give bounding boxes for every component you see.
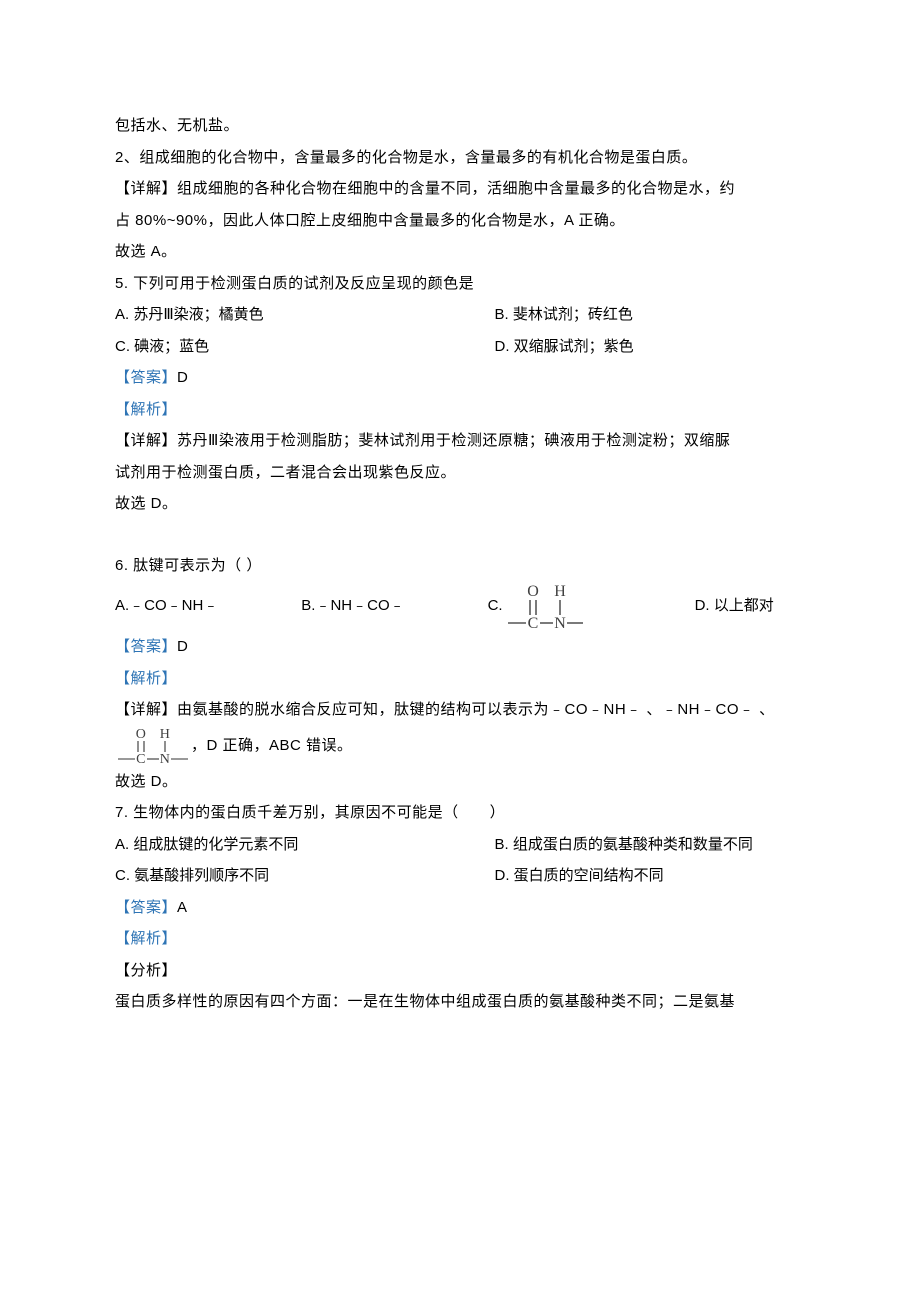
- analysis-label: 【解析】: [115, 401, 177, 418]
- q6-detail-line1: 【详解】由氨基酸的脱水缩合反应可知，肽键的结构可以表示为﹣CO﹣NH﹣ 、﹣NH…: [115, 694, 805, 726]
- q5-detail2: 试剂用于检测蛋白质，二者混合会出现紫色反应。: [115, 457, 805, 489]
- q5-stem: 5. 下列可用于检测蛋白质的试剂及反应呈现的颜色是: [115, 268, 805, 300]
- q6-detail-line2: O H C N ，D 正确，ABC 错误。: [115, 726, 805, 766]
- q7-opt-b: B. 组成蛋白质的氨基酸种类和数量不同: [495, 829, 806, 861]
- q7-detail1: 蛋白质多样性的原因有四个方面：一是在生物体中组成蛋白质的氨基酸种类不同；二是氨基: [115, 986, 805, 1018]
- q6-detail-suffix: ，D 正确，ABC 错误。: [191, 730, 353, 762]
- svg-text:N: N: [160, 752, 171, 766]
- svg-text:O: O: [136, 727, 147, 742]
- q7-opt-d: D. 蛋白质的空间结构不同: [495, 860, 806, 892]
- q5-options-row2: C. 碘液；蓝色 D. 双缩脲试剂；紫色: [115, 331, 805, 363]
- answer-label: 【答案】: [115, 369, 177, 386]
- q5-answer-value: D: [177, 369, 188, 386]
- q6-analysis: 【解析】: [115, 663, 805, 695]
- q5-answer: 【答案】D: [115, 362, 805, 394]
- q4-conclusion: 故选 A。: [115, 236, 805, 268]
- q7-options-row2: C. 氨基酸排列顺序不同 D. 蛋白质的空间结构不同: [115, 860, 805, 892]
- q6-answer: 【答案】D: [115, 631, 805, 663]
- q5-opt-b: B. 斐林试剂；砖红色: [495, 299, 806, 331]
- peptide-structure-small-icon: O H C N: [115, 726, 191, 766]
- analysis-label: 【解析】: [115, 930, 177, 947]
- q4-detail-line1: 【详解】组成细胞的各种化合物在细胞中的含量不同，活细胞中含量最多的化合物是水，约: [115, 173, 805, 205]
- svg-text:N: N: [554, 615, 566, 631]
- q7-answer-value: A: [177, 899, 188, 916]
- analysis-label: 【解析】: [115, 670, 177, 687]
- spacer: [115, 520, 805, 550]
- answer-label: 【答案】: [115, 638, 177, 655]
- peptide-structure-icon: O H C N: [503, 581, 585, 631]
- q6-opt-b: B.﹣NH﹣CO﹣: [301, 590, 487, 622]
- q6-options-row: A.﹣CO﹣NH﹣ B.﹣NH﹣CO﹣ C. O H C N D. 以上都对: [115, 581, 805, 631]
- q6-opt-d: D. 以上都对: [695, 590, 805, 622]
- q5-opt-a: A. 苏丹Ⅲ染液；橘黄色: [115, 299, 495, 331]
- q5-conclusion: 故选 D。: [115, 488, 805, 520]
- q7-fenxi: 【分析】: [115, 955, 805, 987]
- q7-stem: 7. 生物体内的蛋白质千差万别，其原因不可能是（ ）: [115, 797, 805, 829]
- q6-answer-value: D: [177, 638, 188, 655]
- q7-analysis: 【解析】: [115, 923, 805, 955]
- q4-cont-line2: 2、组成细胞的化合物中，含量最多的化合物是水，含量最多的有机化合物是蛋白质。: [115, 142, 805, 174]
- q5-opt-c: C. 碘液；蓝色: [115, 331, 495, 363]
- svg-text:C: C: [136, 752, 146, 766]
- q7-opt-a: A. 组成肽键的化学元素不同: [115, 829, 495, 861]
- svg-text:H: H: [160, 727, 171, 742]
- q6-opt-c-prefix: C.: [488, 590, 503, 622]
- answer-label: 【答案】: [115, 899, 177, 916]
- q5-analysis: 【解析】: [115, 394, 805, 426]
- q5-detail1: 【详解】苏丹Ⅲ染液用于检测脂肪；斐林试剂用于检测还原糖；碘液用于检测淀粉；双缩脲: [115, 425, 805, 457]
- q6-opt-c: C. O H C N: [488, 581, 695, 631]
- svg-text:O: O: [527, 583, 539, 600]
- q7-opt-c: C. 氨基酸排列顺序不同: [115, 860, 495, 892]
- q4-detail-line2: 占 80%~90%，因此人体口腔上皮细胞中含量最多的化合物是水，A 正确。: [115, 205, 805, 237]
- q7-options-row1: A. 组成肽键的化学元素不同 B. 组成蛋白质的氨基酸种类和数量不同: [115, 829, 805, 861]
- svg-text:C: C: [527, 615, 538, 631]
- svg-text:H: H: [554, 583, 566, 600]
- q4-cont-line1: 包括水、无机盐。: [115, 110, 805, 142]
- q6-conclusion: 故选 D。: [115, 766, 805, 798]
- q6-stem: 6. 肽键可表示为（ ）: [115, 550, 805, 582]
- q7-answer: 【答案】A: [115, 892, 805, 924]
- q6-opt-a: A.﹣CO﹣NH﹣: [115, 590, 301, 622]
- q5-opt-d: D. 双缩脲试剂；紫色: [495, 331, 806, 363]
- q5-options-row1: A. 苏丹Ⅲ染液；橘黄色 B. 斐林试剂；砖红色: [115, 299, 805, 331]
